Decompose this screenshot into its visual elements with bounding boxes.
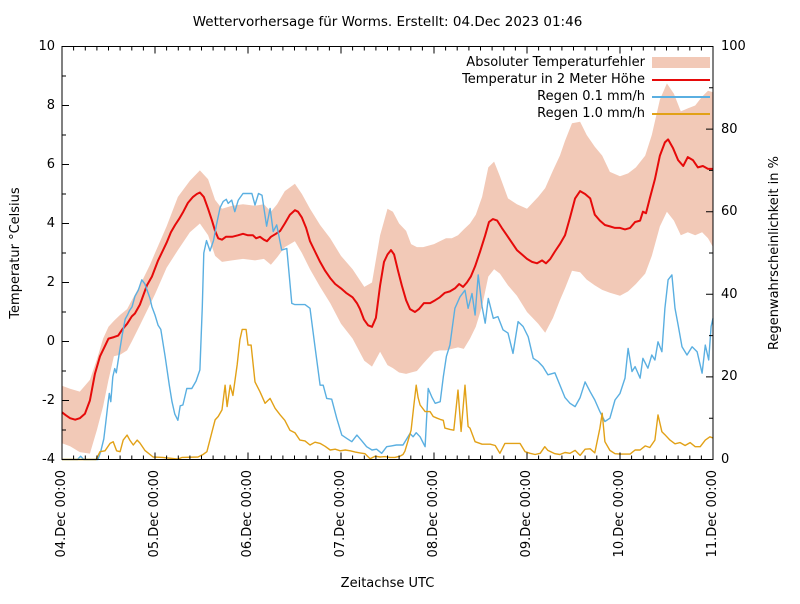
legend-swatch-error-band (652, 57, 710, 68)
plot-border (61, 46, 714, 460)
y-left-tick-label: -4 (42, 452, 55, 467)
legend-label-rain-01: Regen 0.1 mm/h (537, 89, 645, 104)
x-axis-label: Zeitachse UTC (340, 576, 435, 591)
rain-01mm-line (62, 192, 714, 461)
y-left-tick-label: -2 (42, 393, 55, 408)
y-left-tick-label: 10 (38, 39, 55, 54)
chart-title: Wettervorhersage für Worms. Erstellt: 04… (192, 14, 583, 30)
legend-swatch-rain-10 (652, 112, 710, 115)
x-tick-label: 11.Dec 00:00 (705, 470, 720, 558)
x-tick-label: 06.Dec 00:00 (240, 470, 255, 558)
y-right-tick-label: 80 (721, 121, 738, 137)
y-left-tick-label: 6 (46, 157, 55, 172)
y-left-tick-label: 0 (46, 334, 55, 349)
legend-label-temperature: Temperatur in 2 Meter Höhe (462, 72, 645, 87)
y-right-tick-label: 40 (721, 286, 738, 302)
y-right-tick-label: 0 (721, 452, 730, 467)
temperature-error-band (62, 83, 713, 454)
x-tick-label: 05.Dec 00:00 (147, 470, 162, 558)
y-right-tick-label: 20 (721, 369, 738, 385)
x-tick-label: 09.Dec 00:00 (519, 470, 534, 558)
y-axis-label-right: Regenwahrscheinlichkeit in % (767, 156, 782, 350)
y-right-tick-label: 100 (721, 39, 746, 54)
legend-item-rain-01: Regen 0.1 mm/h (462, 88, 710, 105)
legend-item-error-band: Absoluter Temperaturfehler (462, 54, 710, 71)
legend-item-temperature: Temperatur in 2 Meter Höhe (462, 71, 710, 88)
y-left-tick-label: 4 (46, 216, 55, 231)
y-left-tick-label: 8 (46, 98, 55, 113)
legend-label-rain-10: Regen 1.0 mm/h (537, 106, 645, 121)
temperature-line (61, 138, 713, 421)
legend-swatch-rain-01 (652, 95, 710, 98)
x-tick-label: 04.Dec 00:00 (54, 470, 69, 558)
x-tick-label: 10.Dec 00:00 (612, 470, 627, 558)
legend: Absoluter Temperaturfehler Temperatur in… (462, 54, 710, 122)
x-tick-label: 07.Dec 00:00 (333, 470, 348, 558)
x-tick-label: 08.Dec 00:00 (426, 470, 441, 558)
legend-item-rain-10: Regen 1.0 mm/h (462, 105, 710, 122)
legend-swatch-temperature (652, 78, 710, 81)
legend-label-error-band: Absoluter Temperaturfehler (466, 55, 645, 70)
y-right-tick-label: 60 (721, 204, 738, 220)
rain-10mm-line (62, 328, 714, 461)
y-left-tick-label: 2 (46, 275, 55, 290)
